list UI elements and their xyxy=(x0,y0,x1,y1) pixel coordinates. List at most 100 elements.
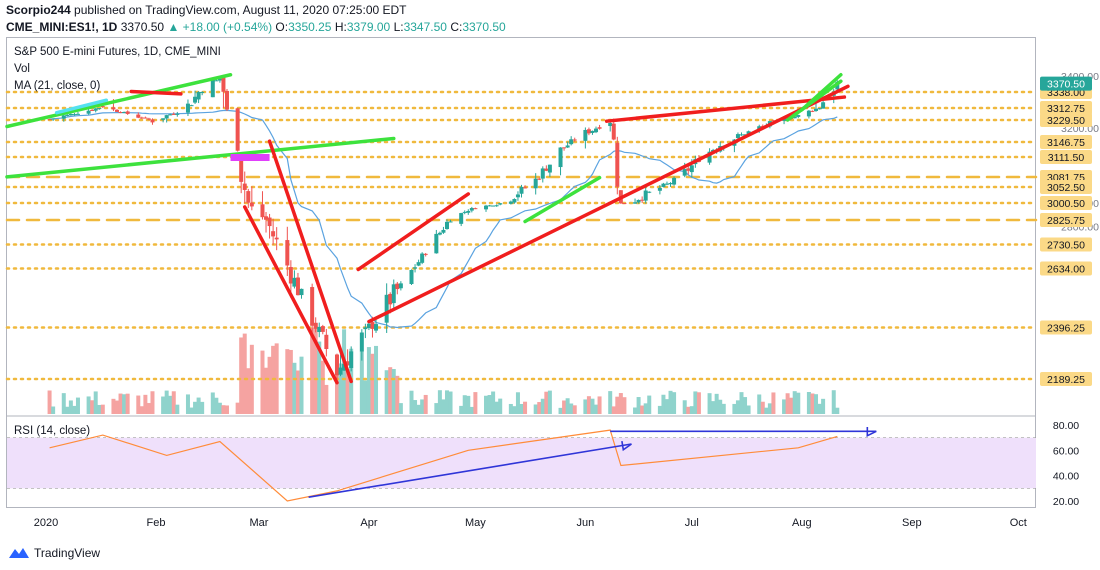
volume-bar xyxy=(711,401,716,414)
volume-bar xyxy=(100,404,105,414)
candle-body xyxy=(473,208,478,210)
candle-body xyxy=(583,129,588,141)
candle-body xyxy=(175,113,180,115)
volume-bar xyxy=(767,403,772,414)
candle-body xyxy=(682,169,687,176)
highlight-box xyxy=(230,154,270,161)
candle-body xyxy=(118,112,123,114)
tradingview-logo-icon xyxy=(9,548,29,558)
candle-body xyxy=(363,327,368,330)
candle-body xyxy=(484,205,489,210)
volume-bar xyxy=(125,393,130,414)
volume-bar xyxy=(374,345,379,414)
volume-bar xyxy=(689,406,694,414)
candle-body xyxy=(68,113,73,116)
volume-bar xyxy=(139,406,144,414)
candle-body xyxy=(459,213,464,224)
candle-body xyxy=(409,269,414,285)
volume-bar xyxy=(459,405,464,414)
volume-bar xyxy=(562,400,567,414)
price-tag-label: 3146.75 xyxy=(1047,137,1085,149)
low-value: 3347.50 xyxy=(403,20,447,34)
volume-bar xyxy=(398,403,403,414)
volume-bar xyxy=(217,402,222,414)
candle-body xyxy=(139,117,144,119)
volume-bar xyxy=(707,393,712,414)
candle-body xyxy=(572,139,577,141)
volume-bar xyxy=(611,406,616,414)
rsi-band xyxy=(7,437,1036,489)
candle-body xyxy=(359,332,364,352)
volume-bar xyxy=(413,400,418,414)
volume-bar xyxy=(760,401,765,414)
candle-body xyxy=(61,115,66,119)
candle-body xyxy=(796,115,801,117)
time-axis-label: Aug xyxy=(792,517,812,529)
volume-bar xyxy=(789,397,794,414)
candle-body xyxy=(806,110,811,117)
publisher-name: Scorpio244 xyxy=(6,3,71,17)
candle-body xyxy=(487,205,492,207)
candle-body xyxy=(611,123,616,140)
candle-body xyxy=(189,105,194,107)
volume-bar xyxy=(122,394,127,414)
candle-body xyxy=(274,237,279,240)
volume-bar xyxy=(175,404,180,414)
volume-bar xyxy=(657,405,662,414)
candle-body xyxy=(200,91,205,93)
candle-body xyxy=(664,183,669,185)
volume-bar xyxy=(668,390,673,414)
candle-body xyxy=(51,118,56,120)
rsi-axis-tick: 20.00 xyxy=(1053,496,1079,508)
volume-bar xyxy=(313,323,318,414)
tradingview-footer[interactable]: TradingView xyxy=(8,546,100,560)
candle-body xyxy=(271,231,276,237)
candle-body xyxy=(320,326,325,332)
volume-bar xyxy=(444,390,449,414)
rsi-divergence-arrow-head xyxy=(621,441,632,452)
volume-bar xyxy=(810,393,815,414)
candle-body xyxy=(494,205,499,207)
candle-body xyxy=(657,187,662,191)
volume-bar xyxy=(221,405,226,414)
candle-body xyxy=(735,134,740,139)
volume-bar xyxy=(185,394,190,414)
volume-bar xyxy=(498,398,503,414)
candle-body xyxy=(349,351,354,368)
price-chart-svg[interactable]: 2800.003000.003200.003400.003338.003312.… xyxy=(0,0,1100,545)
volume-bar xyxy=(508,403,513,414)
volume-bar xyxy=(469,406,474,414)
volume-bar xyxy=(189,407,194,414)
volume-bar xyxy=(831,390,836,414)
price-tag xyxy=(1040,180,1092,194)
volume-bar xyxy=(338,363,343,414)
volume-bar xyxy=(661,394,666,414)
volume-bar xyxy=(721,403,726,414)
candle-body xyxy=(193,96,198,103)
price-change: +18.00 (+0.54%) xyxy=(182,20,273,34)
candle-body xyxy=(185,103,190,113)
price-tag-label: 3229.50 xyxy=(1047,115,1085,127)
price-tag-label: 2825.75 xyxy=(1047,215,1085,227)
volume-bar xyxy=(97,404,102,414)
trend-line-green xyxy=(800,73,843,112)
candle-body xyxy=(47,119,52,121)
candle-body xyxy=(565,145,570,148)
candle-body xyxy=(469,208,474,211)
candle-body xyxy=(441,229,446,233)
price-tag-label: 2189.25 xyxy=(1047,374,1085,386)
volume-bar xyxy=(835,407,840,414)
candle-body xyxy=(224,90,229,110)
candle-body xyxy=(643,190,648,201)
rsi-legend: RSI (14, close) xyxy=(14,425,91,437)
candle-body xyxy=(111,107,116,110)
trend-line-red xyxy=(604,95,847,123)
price-tag xyxy=(1040,196,1092,210)
volume-bar xyxy=(61,393,66,414)
volume-bar xyxy=(193,401,198,414)
volume-bar xyxy=(235,402,240,414)
candle-body xyxy=(388,293,393,305)
volume-bar xyxy=(732,403,737,414)
candle-body xyxy=(462,211,467,213)
candle-body xyxy=(423,253,428,255)
